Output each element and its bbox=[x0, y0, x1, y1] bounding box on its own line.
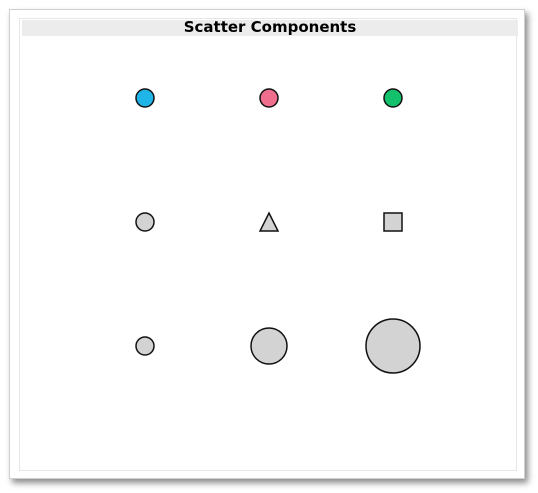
scatter-point-square-gray bbox=[383, 212, 403, 232]
scatter-point-circle-gray bbox=[135, 212, 155, 232]
scatter-point-circle-small bbox=[135, 336, 155, 356]
scatter-point-circle-medium bbox=[250, 327, 288, 365]
scatter-point-circle-green bbox=[383, 88, 403, 108]
scatter-point-triangle-gray bbox=[258, 211, 280, 232]
plot-area-border bbox=[19, 18, 517, 471]
chart-title: Scatter Components bbox=[183, 18, 357, 36]
scatter-point-circle-blue bbox=[135, 88, 155, 108]
scatter-point-circle-pink bbox=[259, 88, 279, 108]
scatter-point-circle-large bbox=[365, 318, 421, 374]
title-bar bbox=[22, 20, 518, 36]
figure-frame: Scatter Components bbox=[9, 9, 525, 479]
